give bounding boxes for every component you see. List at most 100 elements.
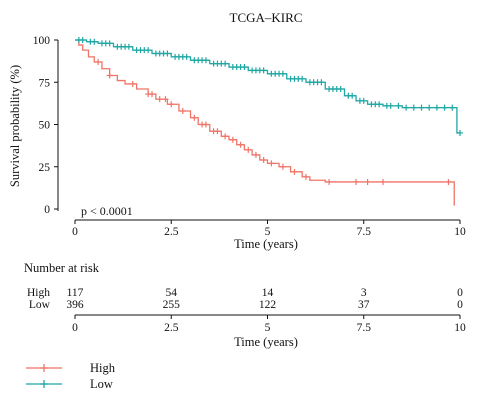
censor-mark-high	[303, 173, 309, 180]
risk-x-tick-label: 0	[72, 322, 78, 334]
series-high	[75, 39, 455, 206]
y-axis-label: Survival probability (%)	[8, 65, 22, 187]
censor-mark-high	[129, 80, 136, 87]
censor-mark-low	[318, 79, 325, 86]
censor-mark-low	[376, 101, 383, 108]
censor-mark-high	[279, 163, 286, 170]
censor-mark-low	[418, 104, 425, 111]
legend: High Low	[26, 361, 116, 391]
censor-mark-low	[387, 102, 394, 109]
censor-mark-low	[349, 92, 356, 99]
risk-x-tick-label: 10	[454, 322, 466, 334]
risk-count: 0	[457, 299, 463, 311]
censor-mark-high	[291, 168, 298, 175]
censor-mark-high	[260, 156, 267, 163]
censor-mark-high	[168, 101, 175, 108]
risk-x-ticks: 0 2.5 5 7.5 10	[72, 315, 466, 334]
x-tick-label: 7.5	[357, 226, 372, 238]
x-tick-label: 10	[454, 226, 466, 238]
x-ticks: 0 2.5 5 7.5 10	[72, 220, 466, 238]
x-tick-label: 2.5	[164, 226, 179, 238]
p-value-annotation: p < 0.0001	[81, 204, 133, 218]
censor-mark-low	[202, 57, 209, 64]
y-tick-label: 0	[44, 204, 50, 216]
risk-count: 117	[67, 287, 84, 299]
y-ticks: 0 25 50 75 100	[33, 35, 58, 216]
risk-count: 122	[259, 299, 277, 311]
censor-mark-low	[279, 70, 286, 77]
censor-mark-high	[445, 178, 452, 185]
censor-mark-low	[260, 67, 267, 74]
risk-x-axis-label: Time (years)	[234, 335, 298, 349]
y-tick-label: 50	[39, 120, 51, 132]
censor-mark-low	[360, 97, 367, 104]
censor-mark-high	[214, 128, 221, 135]
censor-mark-low	[106, 40, 113, 47]
censor-mark-low	[91, 38, 98, 45]
legend-label-low: Low	[90, 377, 113, 391]
risk-row-label: High	[27, 287, 50, 299]
censor-mark-low	[449, 104, 456, 111]
censor-mark-high	[245, 146, 252, 153]
censor-mark-high	[353, 178, 360, 185]
censor-mark-high	[106, 72, 113, 79]
censor-mark-low	[395, 102, 402, 109]
censor-mark-low	[183, 53, 190, 60]
chart-title: TCGA–KIRC	[230, 10, 303, 25]
censor-mark-high	[156, 96, 163, 103]
censor-mark-high	[326, 178, 333, 185]
censor-mark-high	[149, 91, 155, 98]
risk-count: 255	[163, 299, 181, 311]
censor-mark-high	[268, 160, 275, 167]
legend-marker-low	[40, 380, 48, 388]
risk-row-label: Low	[29, 299, 51, 311]
censor-mark-low	[164, 50, 171, 57]
y-tick-label: 25	[39, 162, 51, 174]
censor-mark-high	[229, 136, 236, 143]
x-tick-label: 0	[72, 226, 78, 238]
censor-mark-low	[337, 86, 344, 93]
censor-mark-high	[380, 178, 386, 185]
censor-mark-low	[433, 104, 440, 111]
censor-mark-high	[252, 151, 259, 158]
censor-mark-low	[79, 37, 86, 43]
x-tick-label: 5	[265, 226, 271, 238]
censor-mark-high	[222, 133, 229, 140]
legend-label-high: High	[90, 361, 116, 375]
survival-line-high	[75, 39, 455, 206]
series-low	[75, 37, 463, 136]
censor-mark-low	[145, 47, 152, 54]
risk-x-tick-label: 5	[265, 322, 271, 334]
risk-count: 14	[262, 287, 274, 299]
risk-count: 54	[166, 287, 178, 299]
risk-table-rows: High 117 54 14 3 0 Low 396 255 122 37 0	[27, 287, 463, 311]
risk-count: 37	[358, 299, 370, 311]
censor-mark-high	[179, 107, 186, 114]
y-tick-label: 75	[39, 77, 51, 89]
risk-count: 3	[361, 287, 367, 299]
censor-mark-high	[237, 141, 244, 148]
censor-mark-high	[162, 96, 169, 103]
risk-count: 396	[66, 299, 84, 311]
censor-mark-low	[457, 129, 463, 136]
risk-x-tick-label: 7.5	[357, 322, 372, 334]
censor-mark-low	[426, 104, 433, 111]
legend-marker-high	[40, 364, 48, 372]
risk-count: 0	[457, 287, 463, 299]
censor-mark-low	[299, 75, 306, 82]
censor-mark-high	[191, 114, 198, 121]
x-axis-label: Time (years)	[234, 237, 298, 251]
censor-mark-high	[364, 178, 371, 185]
censor-mark-low	[410, 104, 417, 111]
censor-mark-low	[403, 104, 410, 111]
series-layer	[75, 37, 463, 206]
censor-mark-high	[202, 121, 209, 128]
censor-mark-low	[241, 64, 248, 71]
censor-mark-low	[222, 60, 229, 67]
censor-mark-low	[441, 104, 448, 111]
risk-table-title: Number at risk	[24, 261, 100, 275]
censor-mark-low	[125, 43, 132, 50]
censor-mark-high	[95, 58, 102, 65]
y-tick-label: 100	[33, 35, 51, 47]
